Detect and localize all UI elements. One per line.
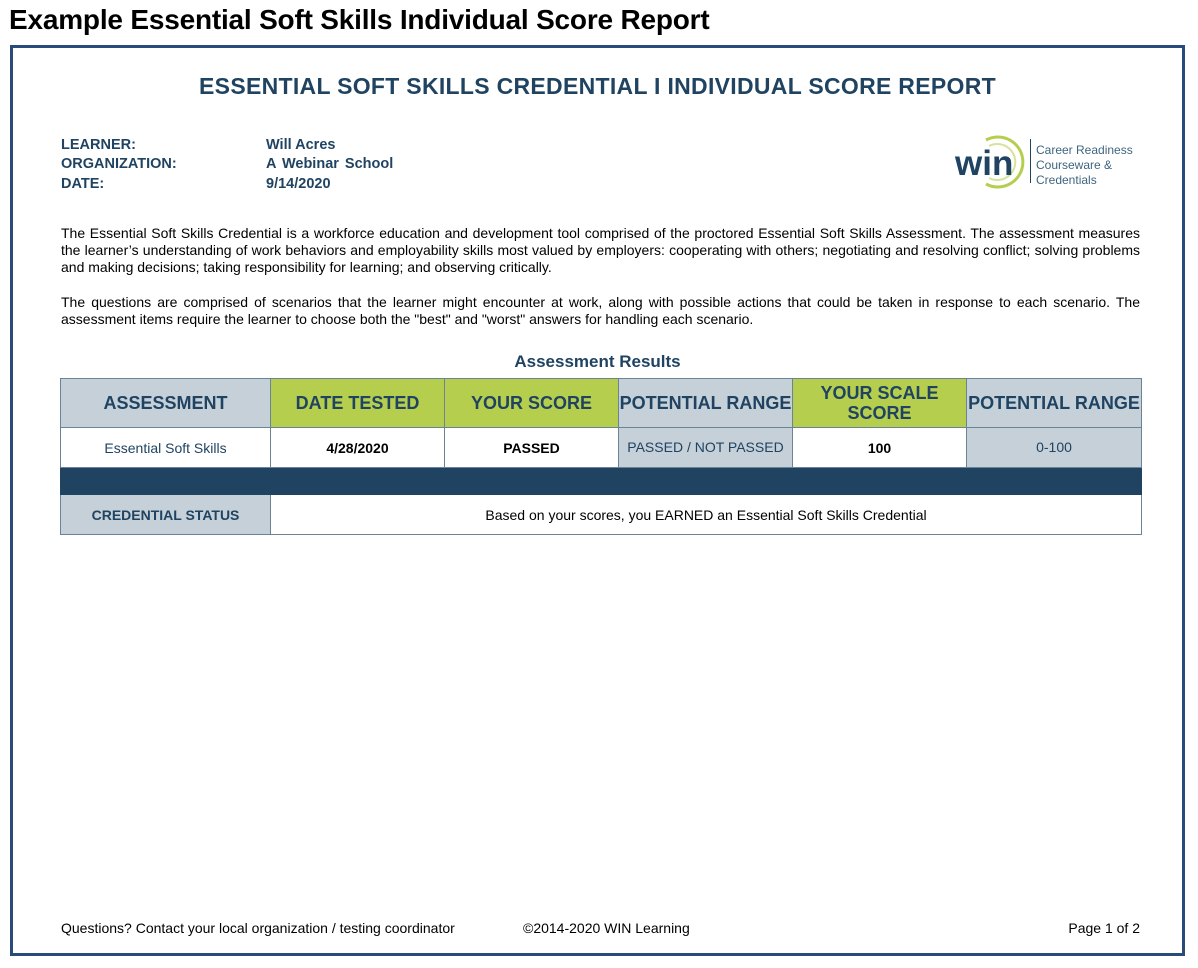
credential-status-row: CREDENTIAL STATUS Based on your scores, … [60,494,1142,535]
cell-date-tested: 4/28/2020 [270,427,445,468]
cell-assessment: Essential Soft Skills [60,427,271,468]
table-header-row: ASSESSMENT DATE TESTED YOUR SCORE POTENT… [60,378,1142,428]
header-your-scale-score: YOUR SCALE SCORE [792,378,967,428]
logo-tagline-line-3: Credentials [1036,173,1097,187]
footer-copyright: ©2014-2020 WIN Learning [523,920,690,936]
header-assessment: ASSESSMENT [60,378,271,428]
credential-status-label: CREDENTIAL STATUS [60,494,271,535]
credential-status-text: Based on your scores, you EARNED an Esse… [270,494,1142,535]
learner-value: Will Acres [266,137,336,153]
report-title: ESSENTIAL SOFT SKILLS CREDENTIAL I INDIV… [199,73,996,99]
intro-paragraph-1: The Essential Soft Skills Credential is … [61,225,1140,275]
header-date-tested: DATE TESTED [270,378,445,428]
cell-your-scale-score: 100 [792,427,967,468]
intro-paragraph-2: The questions are comprised of scenarios… [61,294,1140,327]
logo-tagline-line-1: Career Readiness [1036,143,1133,157]
learner-label: LEARNER: [61,137,136,153]
win-logo: win Career Readiness Courseware & Creden… [953,132,1143,192]
report-page: ESSENTIAL SOFT SKILLS CREDENTIAL I INDIV… [10,45,1185,956]
footer-page-number: Page 1 of 2 [1068,920,1140,936]
cell-potential-range-scale: 0-100 [966,427,1142,468]
win-logo-mark: win [954,135,1025,189]
cell-potential-range: PASSED / NOT PASSED [618,427,793,468]
assessment-results-title: Assessment Results [514,352,681,371]
header-potential-range: POTENTIAL RANGE [618,378,793,428]
logo-divider [1030,139,1031,183]
table-row: Essential Soft Skills 4/28/2020 PASSED P… [60,427,1142,468]
header-your-score: YOUR SCORE [444,378,619,428]
date-label: DATE: [61,176,105,192]
organization-label: ORGANIZATION: [61,156,177,172]
table-divider-band [60,467,1142,495]
date-value: 9/14/2020 [266,176,331,192]
win-logo-text: win [954,144,1013,183]
logo-tagline-line-2: Courseware & [1036,158,1113,172]
logo-tagline: Career Readiness Courseware & Credential… [1036,143,1133,188]
cell-your-score: PASSED [444,427,619,468]
organization-value: A Webinar School [266,156,394,172]
page-heading: Example Essential Soft Skills Individual… [9,4,710,35]
footer-contact: Questions? Contact your local organizati… [61,920,455,936]
header-potential-range-scale: POTENTIAL RANGE [966,378,1142,428]
assessment-results-table: ASSESSMENT DATE TESTED YOUR SCORE POTENT… [60,378,1142,535]
